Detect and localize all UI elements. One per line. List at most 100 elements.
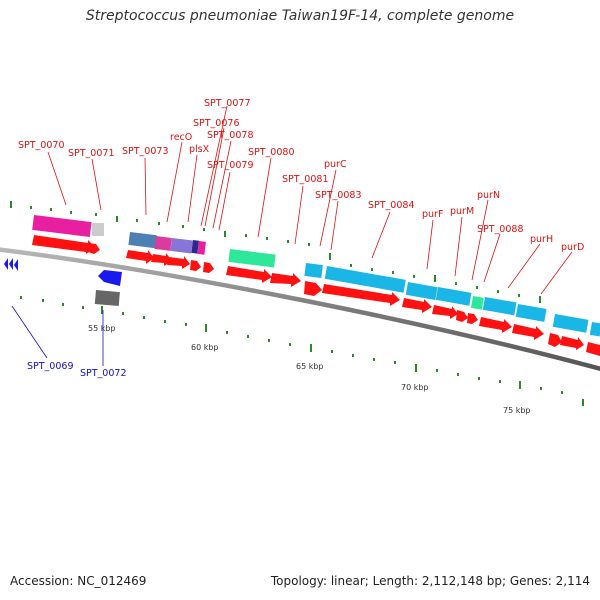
feature-box <box>482 297 517 316</box>
tick <box>20 296 22 299</box>
tick <box>392 271 394 274</box>
leader-line <box>371 211 391 259</box>
cds-arrow <box>560 336 584 350</box>
cds-arrow <box>167 256 190 269</box>
cds-arrow <box>190 260 201 271</box>
leader-line <box>483 233 501 283</box>
tick <box>561 391 563 394</box>
tick <box>329 253 331 260</box>
feature-box <box>32 215 92 237</box>
feature-box <box>128 232 157 249</box>
gene-label: purD <box>561 242 584 253</box>
reverse-cds-arrow <box>98 270 122 286</box>
tick <box>499 380 501 383</box>
tick <box>415 364 417 372</box>
leader-line <box>91 158 102 211</box>
tick <box>497 290 499 293</box>
tick <box>101 306 103 314</box>
tick <box>70 211 72 214</box>
tick <box>352 354 354 357</box>
gene-label: purH <box>530 234 553 245</box>
kbp-label: 70 kbp <box>401 383 429 392</box>
gene-label: SPT_0088 <box>477 224 524 235</box>
tick <box>226 331 228 334</box>
reverse-gene-labels: SPT_0069 SPT_0072 <box>27 361 127 379</box>
leader-line <box>540 251 573 295</box>
tick <box>42 299 44 302</box>
feature-box <box>191 240 199 254</box>
gene-label: SPT_0081 <box>282 174 329 185</box>
leader-line <box>187 154 198 223</box>
cds-arrow <box>226 266 272 283</box>
reverse-cds-arrow <box>4 258 8 270</box>
gene-label: SPT_0073 <box>122 146 169 157</box>
kbp-scale: 55 kbp 60 kbp 65 kbp 70 kbp 75 kbp <box>88 324 531 415</box>
tick <box>519 381 521 389</box>
gene-label: SPT_0071 <box>68 148 115 159</box>
feature-box <box>589 322 600 337</box>
tick <box>436 369 438 372</box>
gene-label: SPT_0078 <box>207 130 254 141</box>
leader-line <box>11 305 48 359</box>
feature-box <box>92 223 104 236</box>
tick <box>10 201 12 208</box>
tick <box>268 339 270 342</box>
gene-label: SPT_0070 <box>18 140 65 151</box>
gene-label: purM <box>450 206 474 217</box>
gene-label: SPT_0077 <box>204 98 251 109</box>
tick <box>331 350 333 353</box>
cds-arrow <box>304 281 322 296</box>
feature-box <box>170 238 193 254</box>
tick <box>455 282 457 285</box>
gene-label: SPT_0072 <box>80 368 127 379</box>
leader-line <box>330 200 339 251</box>
cds-arrow <box>270 273 301 287</box>
tick <box>185 323 187 326</box>
tick <box>539 296 541 303</box>
kbp-label: 75 kbp <box>503 406 531 415</box>
leader-line <box>144 157 147 216</box>
feature-box <box>228 249 276 268</box>
gene-label: SPT_0083 <box>315 190 362 201</box>
leader-line <box>218 171 231 231</box>
tick <box>50 208 52 211</box>
tick <box>82 306 84 309</box>
gene-label: SPT_0076 <box>193 118 240 129</box>
tick <box>245 234 247 237</box>
leader-line <box>204 127 225 227</box>
feature-box <box>304 263 323 278</box>
tick <box>266 237 268 240</box>
tick <box>371 268 373 271</box>
gene-label: SPT_0079 <box>207 160 254 171</box>
feature-box <box>154 236 172 251</box>
tick <box>518 294 520 297</box>
feature-box <box>515 303 547 322</box>
cds-arrow <box>467 313 478 324</box>
reverse-features <box>4 258 122 307</box>
tick <box>203 228 205 231</box>
tick <box>287 240 289 243</box>
forward-feature-boxes <box>32 215 600 337</box>
accession-text: Accession: NC_012469 <box>10 574 147 588</box>
gene-label: SPT_0069 <box>27 361 74 372</box>
forward-cds-arrows <box>32 235 600 356</box>
tick <box>434 275 436 282</box>
tick <box>308 243 310 246</box>
tick <box>310 344 312 352</box>
cds-arrow <box>151 253 172 266</box>
feature-box <box>197 240 206 255</box>
gene-label: purN <box>477 190 500 201</box>
leader-line <box>47 151 67 206</box>
tick <box>224 231 226 237</box>
forward-gene-labels: SPT_0070 SPT_0071 SPT_0073 recO plsX SPT… <box>18 98 584 253</box>
tick <box>158 222 160 225</box>
leader-line <box>294 185 304 245</box>
feature-box <box>552 314 589 333</box>
cds-arrow <box>548 333 562 347</box>
gene-label: purF <box>422 209 443 220</box>
cds-arrow <box>479 317 512 333</box>
tick <box>540 387 542 390</box>
cds-arrow <box>32 235 96 254</box>
cds-arrow <box>432 305 458 319</box>
